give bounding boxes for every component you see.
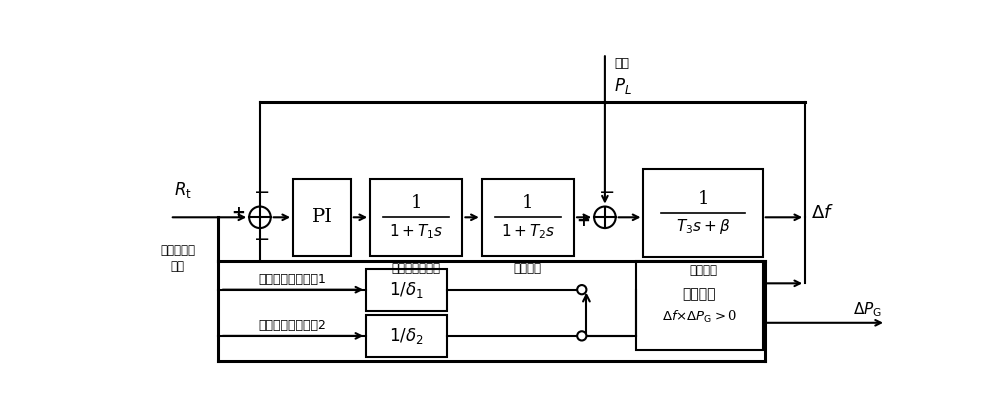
Text: $1/\delta_1$: $1/\delta_1$ — [389, 280, 424, 300]
Text: $\Delta f$$\times$$\Delta P_{\rm G}$$>$0: $\Delta f$$\times$$\Delta P_{\rm G}$$>$0 — [662, 309, 737, 325]
Bar — [636, 261, 763, 350]
Circle shape — [577, 331, 586, 340]
Text: PI: PI — [311, 208, 332, 226]
Bar — [293, 179, 351, 256]
Bar — [366, 269, 447, 311]
Text: 执行机构的动态: 执行机构的动态 — [392, 262, 441, 275]
Text: 判断模块: 判断模块 — [682, 287, 716, 301]
Text: −: − — [254, 183, 270, 202]
Text: $R_{\rm t}$: $R_{\rm t}$ — [174, 180, 192, 200]
Text: 给定: 给定 — [171, 260, 185, 273]
Text: 汽轮机功率: 汽轮机功率 — [160, 244, 195, 257]
Text: 容积效应: 容积效应 — [514, 262, 542, 275]
Text: −: − — [254, 229, 270, 248]
Text: 1: 1 — [697, 190, 709, 208]
Text: 负荷: 负荷 — [614, 57, 629, 70]
Text: $\Delta f$: $\Delta f$ — [811, 204, 834, 222]
Text: +: + — [231, 204, 245, 222]
Circle shape — [577, 285, 586, 294]
Bar — [366, 315, 447, 358]
Text: $T_3s+\beta$: $T_3s+\beta$ — [676, 218, 730, 236]
Text: 一次调频控制通道2: 一次调频控制通道2 — [258, 319, 326, 332]
Text: 转子惯量: 转子惯量 — [689, 264, 717, 276]
Text: $1+T_1s$: $1+T_1s$ — [389, 222, 444, 241]
Text: $\Delta P_{\rm G}$: $\Delta P_{\rm G}$ — [853, 300, 882, 319]
Text: $1/\delta_2$: $1/\delta_2$ — [389, 326, 424, 346]
Text: $1+T_2s$: $1+T_2s$ — [501, 222, 555, 241]
Bar — [482, 179, 574, 256]
Text: 1: 1 — [411, 194, 422, 213]
Text: $P_L$: $P_L$ — [614, 76, 632, 96]
Bar — [643, 169, 763, 258]
Bar — [370, 179, 462, 256]
Text: 一次调频控制通道1: 一次调频控制通道1 — [258, 273, 326, 286]
Text: −: − — [599, 183, 615, 202]
Text: 1: 1 — [522, 194, 534, 213]
Text: +: + — [576, 212, 590, 230]
